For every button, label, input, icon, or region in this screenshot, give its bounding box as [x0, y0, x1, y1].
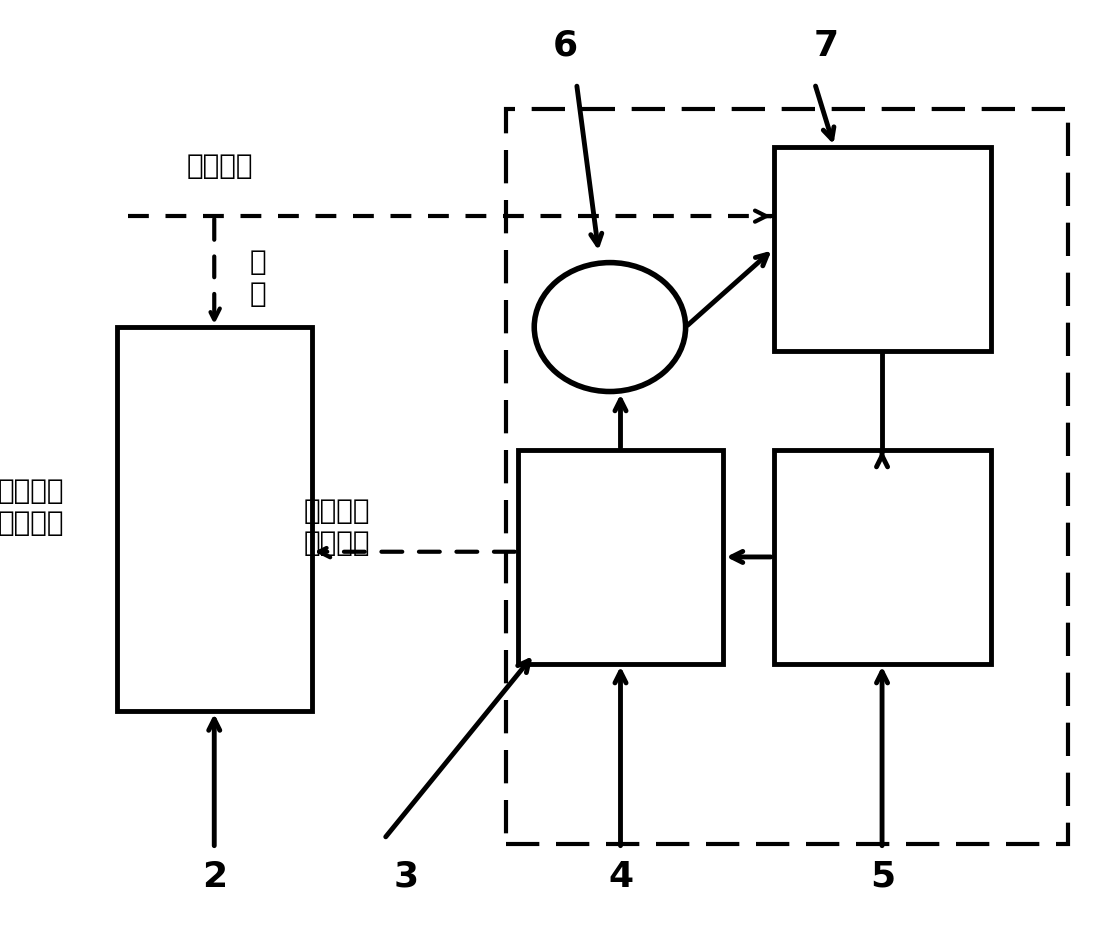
Text: 外界热源: 外界热源	[187, 152, 254, 180]
Text: 外界加热
或者做功: 外界加热 或者做功	[0, 477, 65, 538]
Bar	[774, 147, 991, 351]
Text: 7: 7	[814, 28, 838, 63]
Text: 5: 5	[870, 860, 895, 894]
Text: 4: 4	[609, 860, 633, 894]
Text: 6: 6	[553, 28, 578, 63]
Text: 吸收循环
工质热量: 吸收循环 工质热量	[304, 497, 371, 557]
Bar	[518, 450, 723, 664]
Text: 放
热: 放 热	[250, 247, 266, 308]
Bar	[506, 109, 1068, 844]
Bar	[117, 327, 312, 711]
Text: 3: 3	[394, 860, 418, 894]
Text: 2: 2	[203, 860, 227, 894]
Circle shape	[534, 263, 686, 392]
Bar	[774, 450, 991, 664]
